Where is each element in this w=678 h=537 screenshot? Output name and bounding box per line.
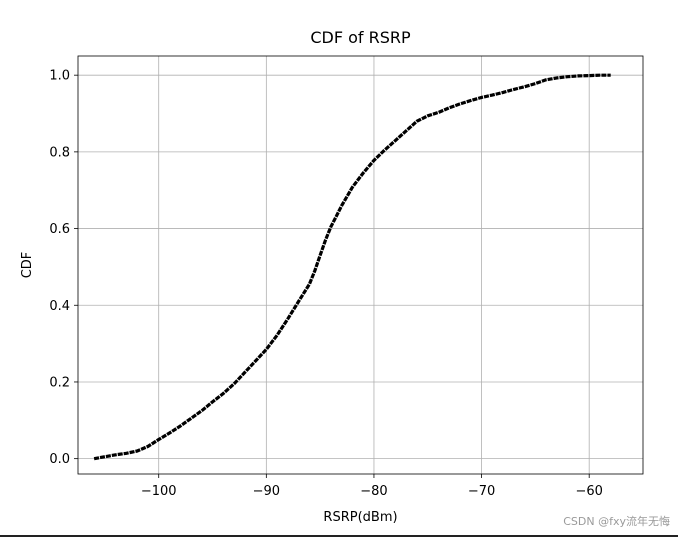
x-axis-label: RSRP(dBm) (323, 510, 397, 525)
bottom-rule (0, 535, 678, 537)
x-tick-label: −80 (360, 484, 387, 499)
series-layer (93, 73, 611, 461)
x-tick-label: −90 (253, 484, 280, 499)
y-tick-label: 0.6 (49, 222, 70, 237)
x-tick-label: −100 (141, 484, 177, 499)
x-axis: −100 −90 −80 −70 −60 (141, 474, 603, 499)
y-axis: 0.0 0.2 0.4 0.6 0.8 1.0 (49, 69, 78, 467)
x-tick-label: −70 (468, 484, 495, 499)
y-tick-label: 0.8 (49, 145, 70, 160)
x-tick-label: −60 (575, 484, 602, 499)
plot-frame (77, 55, 644, 475)
y-tick-label: 0.2 (49, 375, 70, 390)
cdf-series-line (93, 73, 611, 461)
chart-title: CDF of RSRP (310, 28, 411, 47)
watermark: CSDN @fxy流年无悔 (563, 515, 670, 528)
grid-layer (78, 56, 643, 474)
y-tick-label: 0.4 (49, 299, 70, 314)
y-axis-label: CDF (20, 252, 35, 279)
y-tick-label: 1.0 (49, 69, 70, 84)
y-tick-label: 0.0 (49, 452, 70, 467)
